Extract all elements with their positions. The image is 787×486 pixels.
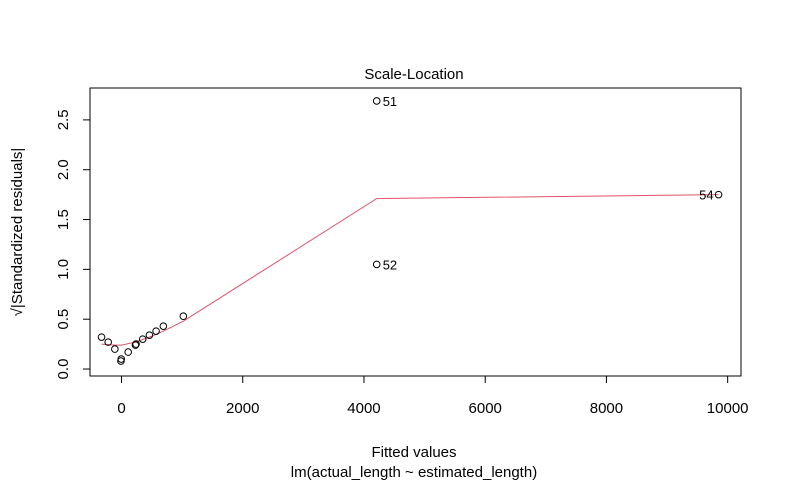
data-point [124,348,132,356]
x-axis-label: Fitted values [371,444,456,461]
points-layer: 51 52 54 [97,94,723,365]
data-point [138,335,147,343]
data-point [159,322,168,330]
y-tick-label: 0.5 [55,309,72,330]
data-point [111,345,119,353]
y-axis-label: √|Standardized residuals| [9,148,26,317]
x-tick-label: 0 [117,400,125,417]
data-point [145,331,154,339]
y-axis: 0.0 0.5 1.0 1.5 2.0 2.5 [55,109,91,380]
data-point [132,340,140,348]
data-point [372,97,381,105]
x-axis: 0 2000 4000 6000 8000 10000 [117,375,749,417]
data-point [97,333,106,341]
y-tick-label: 1.5 [55,209,72,230]
data-point [714,190,723,199]
data-point [179,312,188,321]
point-label: 51 [383,94,397,109]
data-point [372,260,381,269]
x-tick-label: 10000 [707,400,749,417]
plot-frame [89,87,742,377]
x-tick-label: 4000 [347,400,380,417]
chart-title: Scale-Location [364,66,463,83]
model-sublabel: lm(actual_length ~ estimated_length) [291,464,537,481]
y-tick-label: 2.5 [55,109,72,130]
y-tick-label: 0.0 [55,359,72,380]
data-point [117,355,126,363]
x-tick-label: 8000 [590,400,623,417]
x-tick-label: 2000 [226,400,259,417]
point-label: 54 [699,188,713,203]
data-point [152,327,160,335]
y-tick-label: 2.0 [55,159,72,180]
data-point [104,338,112,346]
point-label: 52 [383,257,397,272]
y-tick-label: 1.0 [55,259,72,280]
smoother-line [101,194,719,346]
x-tick-label: 6000 [469,400,502,417]
smoother-layer [101,194,719,346]
